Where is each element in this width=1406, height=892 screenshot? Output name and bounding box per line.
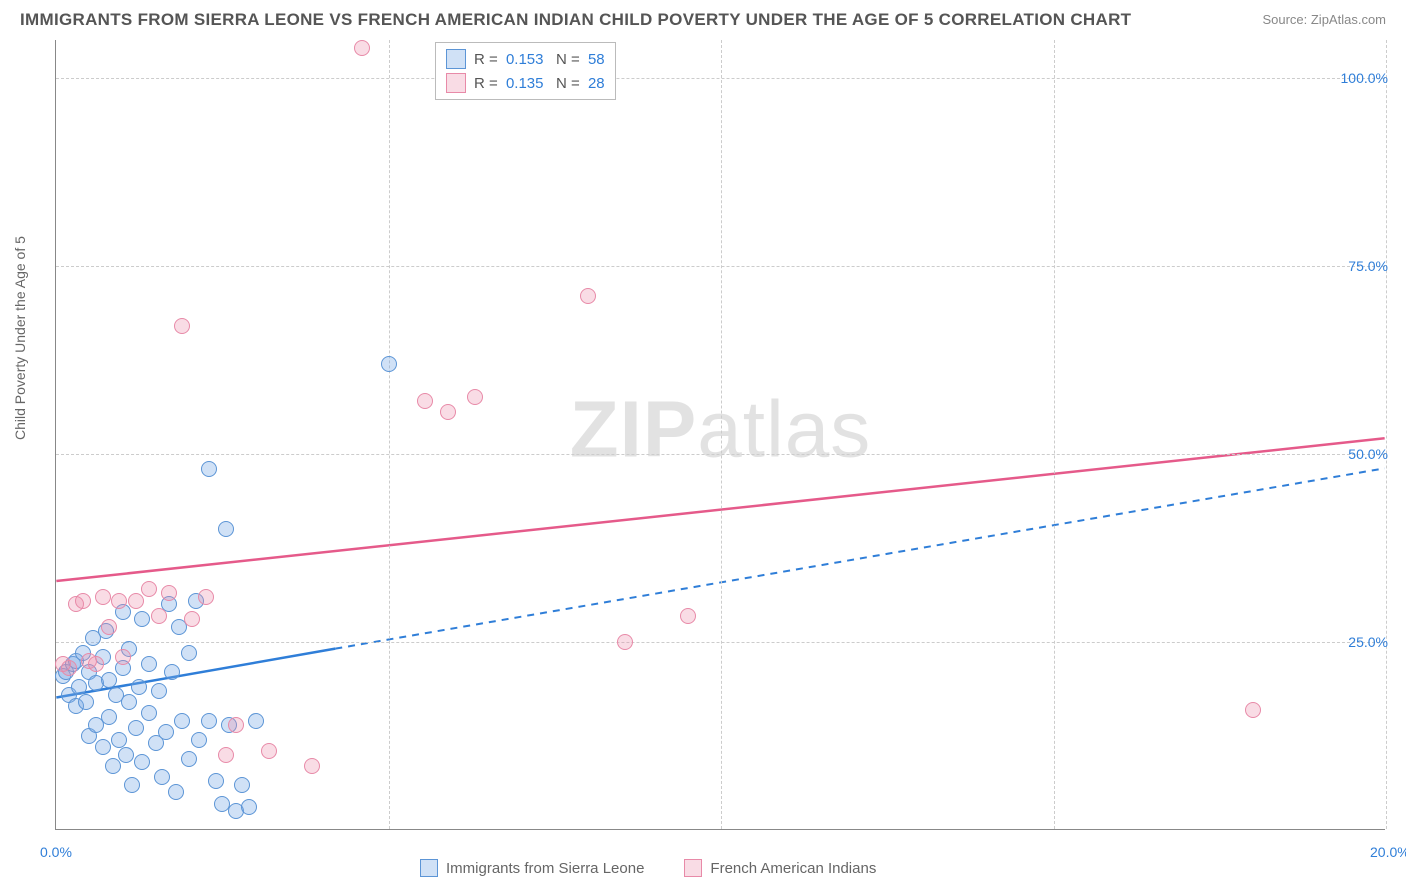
data-point xyxy=(354,40,370,56)
legend-stats: R = 0.153 N = 58 R = 0.135 N = 28 xyxy=(435,42,616,100)
data-point xyxy=(1245,702,1261,718)
data-point xyxy=(164,664,180,680)
data-point xyxy=(151,608,167,624)
legend-series: Immigrants from Sierra Leone French Ameri… xyxy=(420,859,876,877)
legend-stat-row: R = 0.135 N = 28 xyxy=(446,71,605,95)
data-point xyxy=(105,758,121,774)
legend-swatch xyxy=(446,49,466,69)
legend-label: Immigrants from Sierra Leone xyxy=(446,860,644,877)
data-point xyxy=(101,709,117,725)
data-point xyxy=(134,754,150,770)
data-point xyxy=(580,288,596,304)
data-point xyxy=(128,593,144,609)
data-point xyxy=(168,784,184,800)
y-tick-label: 75.0% xyxy=(1348,258,1388,274)
data-point xyxy=(617,634,633,650)
gridline-v xyxy=(1386,40,1387,829)
data-point xyxy=(124,777,140,793)
data-point xyxy=(154,769,170,785)
data-point xyxy=(78,694,94,710)
legend-swatch xyxy=(420,859,438,877)
data-point xyxy=(234,777,250,793)
data-point xyxy=(61,660,77,676)
data-point xyxy=(248,713,264,729)
legend-item: French American Indians xyxy=(684,859,876,877)
data-point xyxy=(131,679,147,695)
data-point xyxy=(218,747,234,763)
y-tick-label: 25.0% xyxy=(1348,634,1388,650)
data-point xyxy=(111,593,127,609)
data-point xyxy=(198,589,214,605)
data-point xyxy=(208,773,224,789)
data-point xyxy=(161,585,177,601)
data-point xyxy=(95,589,111,605)
data-point xyxy=(158,724,174,740)
data-point xyxy=(261,743,277,759)
data-point xyxy=(75,593,91,609)
data-point xyxy=(128,720,144,736)
data-point xyxy=(201,461,217,477)
data-point xyxy=(191,732,207,748)
chart-container: IMMIGRANTS FROM SIERRA LEONE VS FRENCH A… xyxy=(0,0,1406,892)
data-point xyxy=(304,758,320,774)
data-point xyxy=(680,608,696,624)
data-point xyxy=(71,679,87,695)
data-point xyxy=(184,611,200,627)
y-tick-label: 50.0% xyxy=(1348,446,1388,462)
data-point xyxy=(101,619,117,635)
x-tick-label: 20.0% xyxy=(1370,844,1406,860)
data-point xyxy=(181,751,197,767)
data-point xyxy=(174,318,190,334)
y-axis-label: Child Poverty Under the Age of 5 xyxy=(12,236,28,440)
x-tick-label: 0.0% xyxy=(40,844,72,860)
data-point xyxy=(111,732,127,748)
y-tick-label: 100.0% xyxy=(1341,70,1388,86)
data-point xyxy=(201,713,217,729)
data-point xyxy=(88,656,104,672)
data-point xyxy=(440,404,456,420)
data-point xyxy=(174,713,190,729)
data-point xyxy=(381,356,397,372)
gridline-v xyxy=(1054,40,1055,829)
data-point xyxy=(118,747,134,763)
data-point xyxy=(241,799,257,815)
data-point xyxy=(141,581,157,597)
data-point xyxy=(101,672,117,688)
data-point xyxy=(115,649,131,665)
data-point xyxy=(218,521,234,537)
legend-stat-text: R = 0.153 N = 58 xyxy=(474,51,605,68)
legend-stat-text: R = 0.135 N = 28 xyxy=(474,75,605,92)
data-point xyxy=(151,683,167,699)
data-point xyxy=(141,656,157,672)
legend-swatch xyxy=(446,73,466,93)
data-point xyxy=(228,717,244,733)
legend-stat-row: R = 0.153 N = 58 xyxy=(446,47,605,71)
source-label: Source: ZipAtlas.com xyxy=(1262,12,1386,27)
gridline-v xyxy=(721,40,722,829)
legend-item: Immigrants from Sierra Leone xyxy=(420,859,644,877)
data-point xyxy=(417,393,433,409)
data-point xyxy=(121,694,137,710)
legend-swatch xyxy=(684,859,702,877)
data-point xyxy=(467,389,483,405)
chart-title: IMMIGRANTS FROM SIERRA LEONE VS FRENCH A… xyxy=(20,10,1131,30)
data-point xyxy=(141,705,157,721)
data-point xyxy=(134,611,150,627)
gridline-v xyxy=(389,40,390,829)
plot-area: ZIPatlas xyxy=(55,40,1385,830)
data-point xyxy=(95,739,111,755)
data-point xyxy=(181,645,197,661)
legend-label: French American Indians xyxy=(710,860,876,877)
